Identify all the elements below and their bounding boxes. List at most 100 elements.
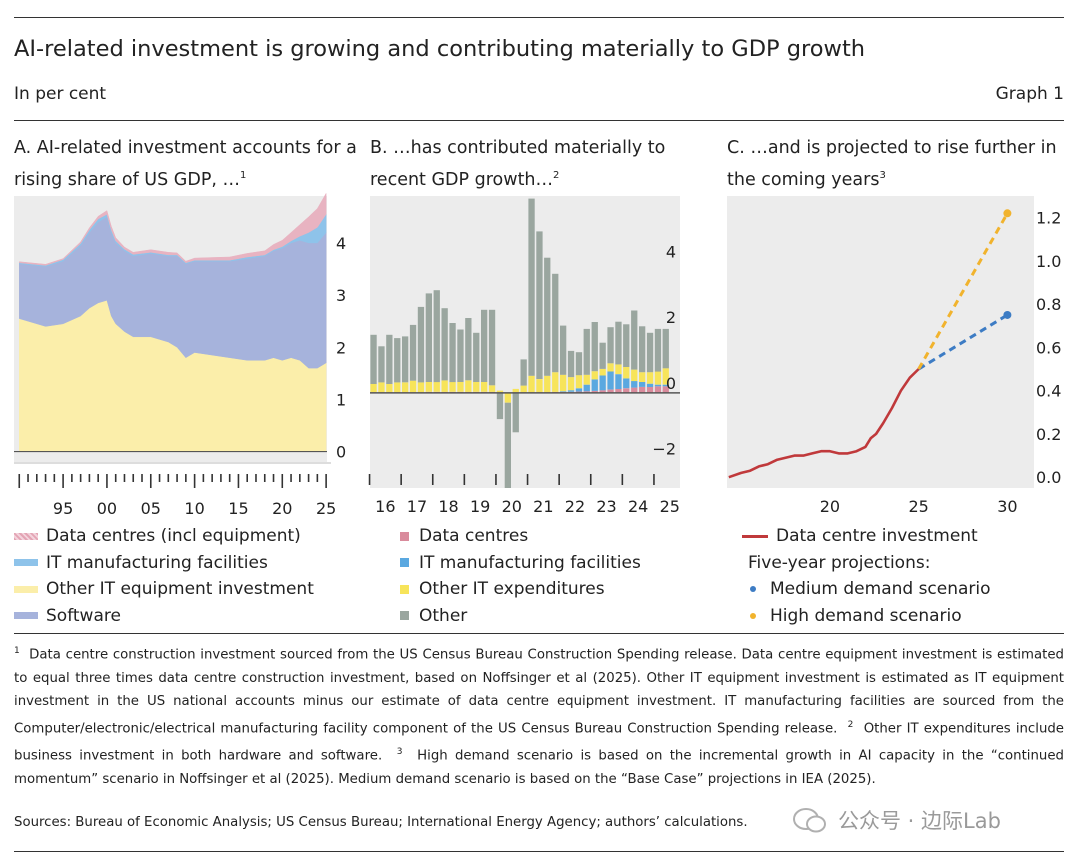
legend-c-item: Data centre investment [742,523,991,550]
bar-other-it-expenditures [394,382,401,393]
chart-a: 0 1 2 3 4 95 00 05 10 15 20 25 [14,192,346,518]
legend-c-item: High demand scenario [742,603,991,630]
watermark: 公众号 · 边际Lab [838,809,1001,833]
bar-other [639,326,646,373]
x-tick-label: 10 [184,499,204,518]
bar-data-centres [591,390,598,393]
top-rule [14,17,1064,18]
bar-other-it-expenditures [520,385,527,393]
bar-other-it-expenditures [481,382,488,392]
bar-other [544,257,551,376]
bar-other [583,328,590,375]
bar-other [409,324,417,381]
bar-it-manufacturing-facilities [639,382,646,387]
legend-b-item: Data centres [396,523,641,550]
panel-a-title: A. AI-related investment accounts for a … [14,138,357,190]
bar-other [654,328,662,372]
y-tick-label: 0.8 [1036,295,1061,314]
bar-other [631,310,638,370]
y-tick-label: 1.0 [1036,252,1061,271]
y-tick-label: 2 [666,308,676,327]
x-tick-label: 00 [97,499,117,518]
legend-swatch [14,612,38,620]
bottom-rule [14,851,1064,852]
legend-swatch [400,531,409,541]
x-tick-label: 25 [908,497,928,516]
x-tick-label: 25 [316,499,336,518]
bar-other-it-expenditures [402,382,409,393]
legend-c: Data centre investment Five-year project… [742,523,991,629]
chart-c: 0.0 0.2 0.4 0.6 0.8 1.0 1.2 20 25 30 [727,196,1061,516]
x-tick-label: 05 [141,499,161,518]
page-title: AI-related investment is growing and con… [14,36,866,62]
bar-other-it-expenditures [409,380,417,393]
bar-other-it-expenditures [591,371,598,380]
bar-data-centres [599,390,606,393]
bar-other [615,321,622,365]
bar-other [370,334,377,384]
y-tick-label: 0 [666,374,676,393]
bar-other [567,350,575,378]
bar-it-manufacturing-facilities [575,388,583,392]
bar-it-manufacturing-facilities [599,375,606,391]
bar-other-it-expenditures [536,379,543,393]
y-tick-label: 0.2 [1036,425,1061,444]
bar-other-it-expenditures [465,380,472,392]
header-rule [14,120,1064,121]
bar-other-it-expenditures [449,382,456,392]
bar-other [425,293,432,382]
bar-other [623,324,630,367]
bar-other [575,352,583,376]
bar-other-it-expenditures [552,372,559,392]
x-tick-label: 17 [407,497,427,516]
bar-it-manufacturing-facilities [591,379,598,391]
bar-other [473,332,480,382]
bar-other-it-expenditures [425,382,432,392]
footnotes: 1 Data centre construction investment so… [14,646,1064,787]
panel-b-title: B. …has contributed materially to recent… [370,138,666,190]
line-medium-demand-scenario [917,313,1009,371]
bar-it-manufacturing-facilities [662,384,669,387]
bar-other-it-expenditures [662,368,669,385]
legend-b-item: Other [396,603,641,630]
bar-other-it-expenditures [560,374,567,392]
bar-it-manufacturing-facilities [631,381,638,388]
bar-other [607,327,614,364]
y-tick-label: 0 [336,443,346,462]
y-tick-label: 2 [336,338,346,357]
bar-other-it-expenditures [370,384,377,393]
bar-other-it-expenditures [646,372,654,384]
area-data-centres-incl-equipment- [19,192,327,266]
bar-other-it-expenditures [631,369,638,382]
bar-other-it-expenditures [654,371,662,385]
bar-other [402,336,409,383]
x-tick-label: 30 [997,497,1017,516]
legend-a: Data centres (incl equipment) IT manufac… [14,523,314,629]
bar-other [488,309,496,386]
x-tick-label: 22 [565,497,585,516]
bar-other-it-expenditures [386,384,393,393]
plot-background [727,196,1034,488]
point-medium-demand-scenario [1003,310,1012,319]
bar-data-centres [583,391,590,393]
bar-data-centres [631,387,638,393]
x-tick-label: 95 [53,499,73,518]
bar-it-manufacturing-facilities [654,384,662,387]
bar-other [441,308,448,381]
bar-other-it-expenditures [512,388,519,393]
y-tick-label: 4 [666,243,676,262]
x-tick-label: 19 [470,497,490,516]
legend-b: Data centres IT manufacturing facilities… [396,523,641,629]
bar-other-it-expenditures [488,385,496,392]
x-tick-label: 25 [660,497,680,516]
bar-other [496,392,504,420]
bar-other-it-expenditures [496,390,504,393]
legend-swatch [400,611,409,621]
bar-other-it-expenditures [615,364,622,375]
bar-other-it-expenditures [583,374,590,385]
bar-other-it-expenditures [544,375,551,393]
bar-other-it-expenditures [441,380,448,392]
bar-other-it-expenditures [599,368,606,376]
legend-dot [750,586,756,593]
x-tick-label: 20 [272,499,292,518]
